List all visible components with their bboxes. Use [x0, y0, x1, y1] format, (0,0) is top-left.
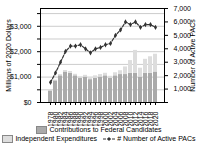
svg-text:2020: 2020 [152, 111, 159, 126]
svg-text:1,000: 1,000 [173, 85, 191, 93]
html-text:Contributions to Federal Candi: Contributions to Federal Candidates [49, 126, 162, 133]
svg-text:5,000: 5,000 [173, 31, 191, 39]
svg-text:$2,000: $2,000 [10, 48, 32, 55]
svg-text:3,000: 3,000 [173, 58, 191, 66]
html-text:# Number of Active PACs: # Number of Active PACs [117, 135, 196, 142]
svg-text:7,000: 7,000 [174, 5, 192, 12]
svg-text:$1,000: $1,000 [10, 73, 32, 80]
svg-text:2,000: 2,000 [173, 71, 191, 79]
svg-text:Number of Active PACs: Number of Active PACs [189, 19, 196, 92]
svg-text:$3,000: $3,000 [10, 23, 32, 30]
svg-text:Millions of 2020 Dollars: Millions of 2020 Dollars [5, 19, 12, 92]
svg-text:4,000: 4,000 [173, 45, 191, 52]
html-text:Independent Expenditures: Independent Expenditures [15, 135, 98, 142]
svg-text:$0: $0 [24, 99, 32, 106]
svg-text:6,000: 6,000 [173, 18, 191, 26]
